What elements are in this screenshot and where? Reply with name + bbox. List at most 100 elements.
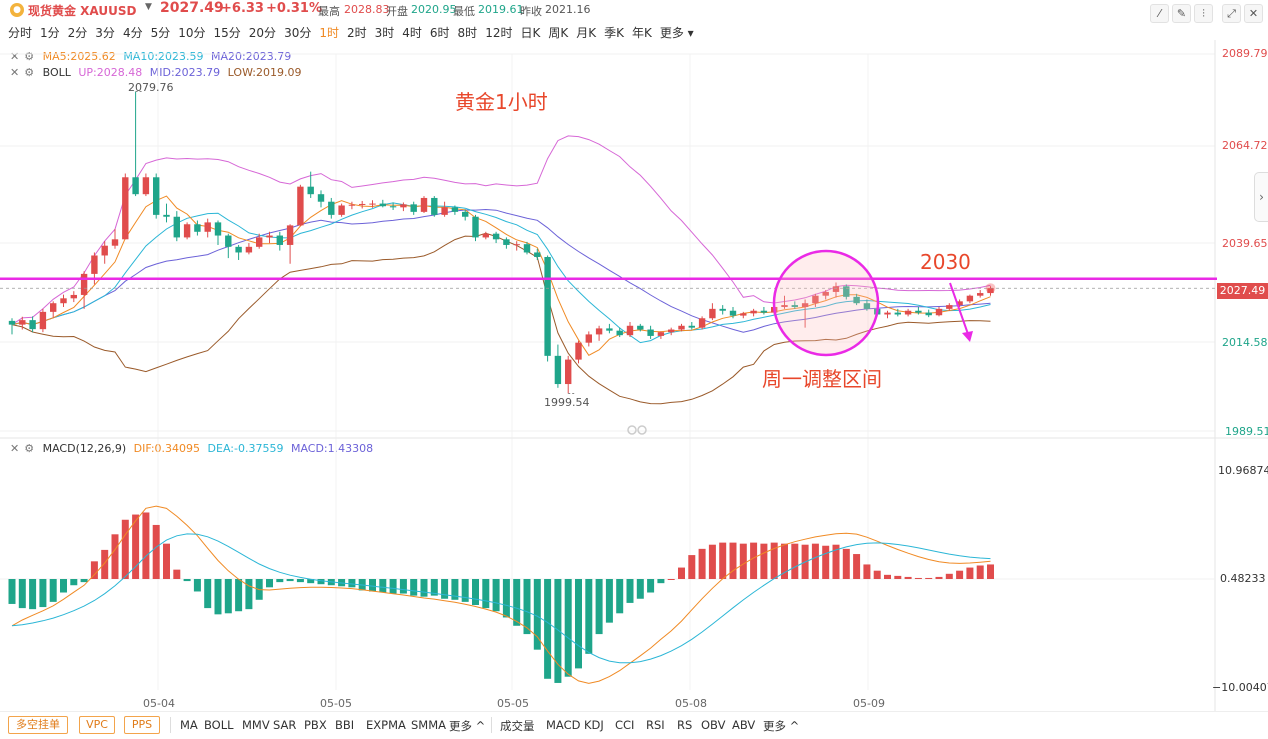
candle-body [39, 311, 47, 330]
candle-body [462, 211, 469, 217]
pps-tag[interactable]: PPS [124, 716, 160, 734]
macd-bar [286, 579, 294, 582]
timeframe-17[interactable]: 日K [520, 26, 541, 40]
bottom_main_indicators-2[interactable]: MMV [242, 718, 270, 732]
bottom_main_indicators-0[interactable]: MA [180, 718, 198, 732]
bottom_main_indicators-6[interactable]: EXPMA [366, 718, 406, 732]
bottom_main_indicators-1[interactable]: BOLL [204, 718, 234, 732]
macd-bar [760, 543, 768, 580]
macd-bar [832, 544, 840, 580]
chevron-right-icon[interactable]: › [1254, 172, 1268, 222]
timeframe-21[interactable]: 年K [631, 26, 652, 40]
candle-body [812, 295, 819, 304]
timeframe-8[interactable]: 20分 [248, 26, 277, 40]
bottom_sub_indicators-7[interactable]: ABV [732, 718, 756, 732]
timeframe-11[interactable]: 2时 [346, 26, 367, 40]
bottom_sub_indicators-4[interactable]: RSI [646, 718, 665, 732]
timeframe-6[interactable]: 10分 [178, 26, 206, 40]
macd-bar [245, 579, 253, 610]
timeframe-5[interactable]: 5分 [150, 26, 171, 40]
timeframe-1[interactable]: 1分 [40, 26, 60, 40]
candle-body [616, 330, 623, 336]
timeframe-20[interactable]: 季K [604, 26, 624, 40]
fullscreen-icon[interactable]: ⤢ [1222, 4, 1241, 23]
candle-body [657, 332, 665, 336]
timeframe-16[interactable]: 12时 [485, 26, 513, 40]
price-change: +6.33 [221, 1, 264, 16]
macd-dif-line [11, 505, 991, 684]
timeframe-18[interactable]: 周K [548, 26, 569, 40]
close-icon[interactable]: ✕ [1244, 4, 1263, 23]
orderbook-tag[interactable]: 多空挂单 [8, 716, 68, 734]
candle-body [884, 312, 891, 315]
price-axis-label: 2039.65 [1222, 237, 1268, 250]
macd-bar [544, 579, 552, 679]
bottom_main_indicators-7[interactable]: SMMA [411, 718, 447, 732]
settings-macd-icon[interactable]: ⚙ [24, 442, 35, 455]
bottom_sub_indicators-8[interactable]: 更多 ^ [763, 719, 800, 733]
bottom_main_indicators-5[interactable]: BBI [335, 718, 355, 732]
candle-body [142, 177, 150, 195]
macd-bar [853, 554, 861, 580]
date-label: 05-09 [853, 697, 885, 710]
candle-style-icon[interactable]: ⫶ [1194, 4, 1213, 23]
quote-header: ● 现货黄金 XAUUSD ▼ 2027.49 +6.33 +0.31% 最高 … [0, 0, 1268, 20]
bottom_sub_indicators-6[interactable]: OBV [701, 718, 726, 732]
candle-body [410, 204, 417, 212]
bottom_main_indicators-8[interactable]: 更多 ^ [449, 719, 486, 733]
candle-body [420, 197, 428, 212]
macd-bar [142, 512, 150, 580]
candle-body [266, 235, 273, 238]
close-boll-icon[interactable]: ✕ [10, 66, 20, 79]
bottom_main_indicators-4[interactable]: PBX [304, 718, 327, 732]
bottom_sub_indicators-1[interactable]: MACD [546, 718, 581, 732]
close-macd-icon[interactable]: ✕ [10, 442, 20, 455]
price-axis-label: 2064.72 [1222, 139, 1268, 152]
timeframe-2[interactable]: 2分 [67, 26, 88, 40]
timeframe-7[interactable]: 15分 [213, 26, 241, 40]
settings-ma-icon[interactable]: ⚙ [24, 50, 35, 63]
bottom_sub_indicators-3[interactable]: CCI [615, 718, 635, 732]
date-label: 05-05 [497, 697, 529, 710]
macd-bar [636, 579, 644, 599]
pencil-icon[interactable]: ✎ [1172, 4, 1191, 23]
candle-body [637, 325, 644, 330]
timeframe-22[interactable]: 更多 ▾ [659, 26, 694, 40]
timeframe-10[interactable]: 1时 [319, 26, 339, 40]
macd-bar [163, 543, 170, 580]
close-ma-icon[interactable]: ✕ [10, 50, 20, 63]
candle-body [194, 224, 201, 232]
timeframe-4[interactable]: 4分 [122, 26, 143, 40]
bottom_sub_indicators-0[interactable]: 成交量 [500, 719, 535, 733]
settings-boll-icon[interactable]: ⚙ [24, 66, 35, 79]
timeframe-14[interactable]: 6时 [429, 26, 450, 40]
timeframe-0[interactable]: 分时 [8, 26, 33, 40]
candle-body [565, 359, 572, 385]
macd-bar [647, 579, 655, 593]
candle-body [50, 303, 57, 312]
timeframe-9[interactable]: 30分 [284, 26, 312, 40]
macd-bar [914, 577, 922, 580]
draw-line-icon[interactable]: ⁄ [1150, 4, 1169, 23]
symbol-name[interactable]: 现货黄金 XAUUSD [28, 4, 137, 18]
bottom_sub_indicators-5[interactable]: RS [677, 718, 693, 732]
price-axis-label: 1989.51 [1225, 425, 1268, 438]
timeframe-19[interactable]: 月K [576, 26, 597, 40]
bottom_sub_indicators-2[interactable]: KDJ [584, 718, 604, 732]
macd-bar [29, 579, 37, 610]
timeframe-3[interactable]: 3分 [95, 26, 115, 40]
timeframe-12[interactable]: 3时 [374, 26, 395, 40]
candle-body [935, 308, 943, 316]
vpc-tag[interactable]: VPC [79, 716, 115, 734]
candle-body [235, 246, 242, 253]
timeframe-13[interactable]: 4时 [402, 26, 422, 40]
timeframe-15[interactable]: 8时 [457, 26, 478, 40]
candle-body [256, 237, 263, 247]
candle-body [431, 197, 438, 215]
bottom_main_indicators-3[interactable]: SAR [273, 718, 297, 732]
macd-bar [708, 544, 716, 580]
symbol-dropdown-icon[interactable]: ▼ [145, 2, 152, 12]
down-arrow-head [962, 331, 973, 342]
macd-bar [183, 579, 191, 582]
